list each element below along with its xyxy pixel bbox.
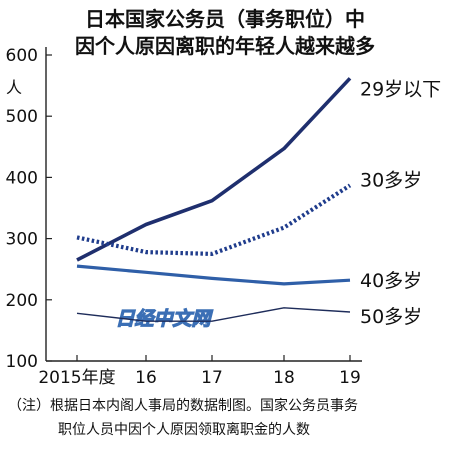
series-line-1 [76,183,352,256]
y-tick-label-100: 100 [6,352,38,372]
footnote-line1: （注）根据日本内阁人事局的数据制图。国家公务员事务 [8,398,358,414]
watermark-text: 日经中文网 [115,308,213,330]
footnote-line2: 职位人员中因个人原因领取离职金的人数 [58,422,310,438]
y-tick-label-300: 300 [6,230,38,250]
footnote: （注）根据日本内阁人事局的数据制图。国家公务员事务 职位人员中因个人原因领取离职… [8,394,448,442]
x-tick-label-3: 18 [273,368,295,388]
series-line-0 [76,77,352,262]
series-line-3 [76,307,351,322]
series-label-0: 29岁以下 [360,78,441,100]
x-tick-label-4: 19 [339,368,361,388]
x-tick-label-1: 16 [135,368,157,388]
x-tick-label-0: 2015年度 [38,368,115,388]
series-label-2: 40多岁 [360,270,422,292]
y-tick-label-600: 600 [6,46,38,66]
chart-title-line2: 因个人原因离职的年轻人越来越多 [75,34,375,58]
series-label-1: 30多岁 [360,169,422,191]
series-line-2 [76,264,351,286]
y-tick-label-500: 500 [6,107,38,127]
series-label-3: 50多岁 [360,306,422,328]
y-unit-label: 人 [6,78,22,97]
y-tick-label-200: 200 [6,291,38,311]
chart-title-line1: 日本国家公务员（事务职位）中 [85,7,365,31]
x-tick-label-2: 17 [201,368,223,388]
y-tick-label-400: 400 [6,168,38,188]
